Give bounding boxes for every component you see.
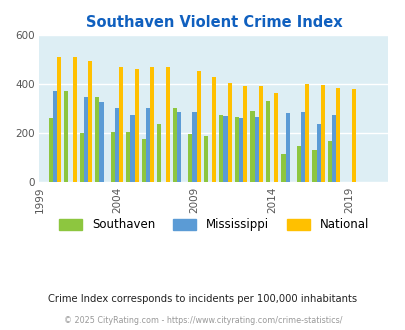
Bar — [203, 136, 207, 182]
Bar — [134, 69, 139, 182]
Bar — [119, 67, 123, 182]
Bar — [177, 112, 181, 182]
Text: Crime Index corresponds to incidents per 100,000 inhabitants: Crime Index corresponds to incidents per… — [48, 294, 357, 304]
Bar — [250, 111, 254, 182]
Bar — [212, 77, 216, 182]
Bar — [227, 83, 231, 182]
Bar — [331, 115, 335, 182]
Bar — [84, 97, 88, 182]
Bar — [150, 68, 154, 182]
Bar — [316, 124, 320, 182]
Bar — [126, 132, 130, 182]
Bar — [300, 112, 305, 182]
Bar — [165, 67, 169, 182]
Title: Southaven Violent Crime Index: Southaven Violent Crime Index — [85, 15, 341, 30]
Bar — [53, 91, 57, 182]
Bar — [49, 118, 53, 182]
Bar — [254, 117, 258, 182]
Bar — [196, 71, 200, 182]
Bar — [72, 57, 77, 182]
Bar — [157, 123, 161, 182]
Bar — [285, 113, 289, 182]
Legend: Southaven, Mississippi, National: Southaven, Mississippi, National — [54, 214, 373, 236]
Bar — [57, 57, 61, 182]
Bar — [273, 93, 278, 182]
Bar — [79, 133, 84, 182]
Bar — [351, 89, 355, 182]
Bar — [335, 88, 340, 182]
Bar — [115, 109, 119, 182]
Bar — [258, 86, 262, 182]
Bar — [192, 112, 196, 182]
Bar — [296, 146, 300, 182]
Bar — [311, 150, 316, 182]
Bar — [219, 115, 223, 182]
Bar — [327, 141, 331, 182]
Bar — [223, 116, 227, 182]
Bar — [111, 132, 115, 182]
Bar — [239, 118, 243, 182]
Bar — [88, 61, 92, 182]
Bar — [64, 91, 68, 182]
Text: © 2025 CityRating.com - https://www.cityrating.com/crime-statistics/: © 2025 CityRating.com - https://www.city… — [64, 316, 341, 325]
Bar — [305, 84, 309, 182]
Bar — [130, 115, 134, 182]
Bar — [188, 134, 192, 182]
Bar — [141, 139, 145, 182]
Bar — [281, 154, 285, 182]
Bar — [234, 117, 239, 182]
Bar — [145, 109, 150, 182]
Bar — [320, 85, 324, 182]
Bar — [99, 102, 103, 182]
Bar — [265, 101, 269, 182]
Bar — [95, 97, 99, 182]
Bar — [243, 86, 247, 182]
Bar — [173, 109, 177, 182]
